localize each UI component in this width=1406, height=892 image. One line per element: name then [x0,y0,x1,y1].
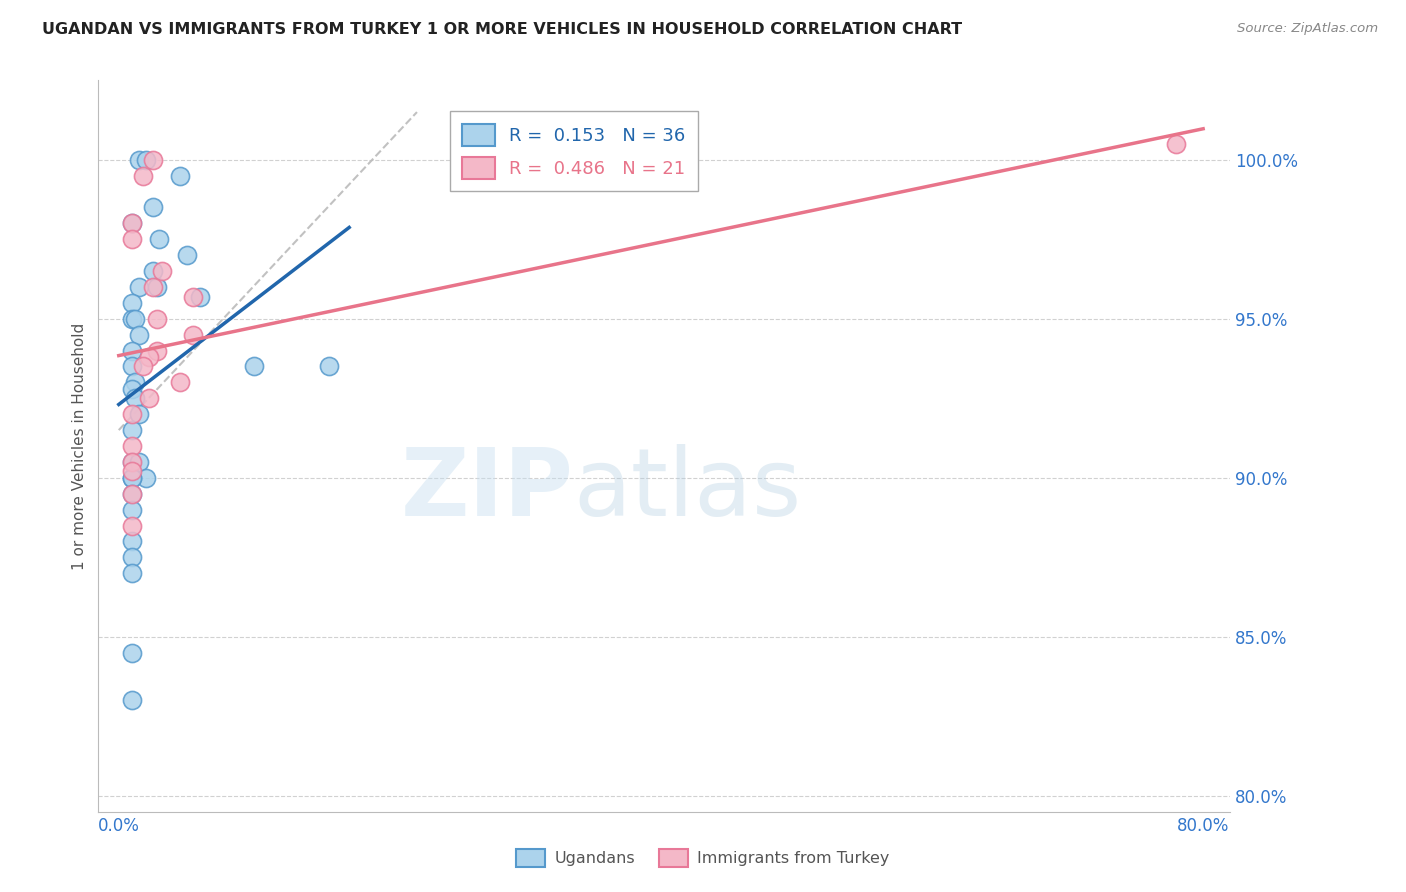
Point [121,407,143,421]
Text: UGANDAN VS IMMIGRANTS FROM TURKEY 1 OR MORE VEHICLES IN HOUSEHOLD CORRELATION CH: UGANDAN VS IMMIGRANTS FROM TURKEY 1 OR M… [42,22,962,37]
Point [145,280,167,294]
Point [121,534,143,549]
Point [176,248,198,262]
Point [121,455,143,469]
Point [142,264,165,278]
Text: atlas: atlas [574,444,801,536]
Point [135,153,157,167]
Point [121,486,143,500]
Point [243,359,266,374]
Point [128,455,150,469]
Point [121,465,143,479]
Point [121,232,143,246]
Point [121,455,143,469]
Point [121,359,143,374]
Point [121,502,143,516]
Point [142,201,165,215]
Point [169,169,191,183]
Point [121,216,143,230]
Point [121,439,143,453]
Point [135,471,157,485]
Point [121,693,143,707]
Point [124,376,146,390]
Point [121,423,143,437]
Point [121,486,143,500]
Text: Source: ZipAtlas.com: Source: ZipAtlas.com [1237,22,1378,36]
Point [181,289,204,303]
Point [148,232,170,246]
Legend: R =  0.153   N = 36, R =  0.486   N = 21: R = 0.153 N = 36, R = 0.486 N = 21 [450,112,697,192]
Point [121,216,143,230]
Point [142,280,165,294]
Point [121,471,143,485]
Point [121,343,143,358]
Point [121,471,143,485]
Legend: Ugandans, Immigrants from Turkey: Ugandans, Immigrants from Turkey [508,840,898,875]
Point [128,407,150,421]
Point [150,264,173,278]
Point [121,566,143,581]
Point [138,392,160,406]
Point [121,646,143,660]
Point [318,359,340,374]
Point [128,153,150,167]
Point [128,280,150,294]
Point [132,359,155,374]
Point [169,376,191,390]
Point [1164,136,1187,151]
Point [121,296,143,310]
Point [121,311,143,326]
Point [181,327,204,342]
Point [188,289,211,303]
Point [128,327,150,342]
Text: ZIP: ZIP [401,444,574,536]
Point [132,169,155,183]
Point [142,153,165,167]
Point [121,382,143,396]
Point [138,350,160,364]
Point [145,311,167,326]
Point [124,392,146,406]
Point [121,550,143,565]
Y-axis label: 1 or more Vehicles in Household: 1 or more Vehicles in Household [72,322,87,570]
Point [124,311,146,326]
Point [145,343,167,358]
Point [121,518,143,533]
